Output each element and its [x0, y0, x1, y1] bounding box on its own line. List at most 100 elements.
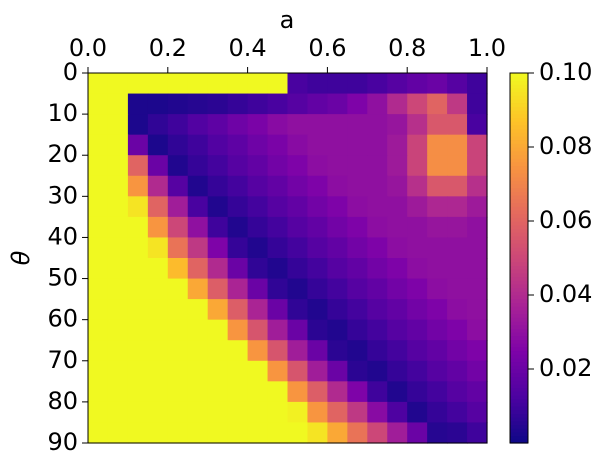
- colorbar-segment: [510, 354, 528, 359]
- heatmap-cell: [267, 73, 289, 95]
- heatmap-cell: [387, 299, 408, 321]
- heatmap-cell: [347, 93, 368, 115]
- colorbar-segment: [510, 124, 528, 130]
- heatmap-cell: [227, 73, 249, 95]
- colorbar-segment: [510, 380, 528, 385]
- heatmap-cell: [187, 381, 209, 403]
- heatmap-cell: [267, 381, 289, 403]
- heatmap-cell: [147, 381, 169, 403]
- heatmap-cell: [167, 155, 189, 177]
- heatmap-cell: [267, 216, 289, 239]
- heatmap-cell: [387, 340, 408, 362]
- heatmap-cell: [207, 381, 229, 403]
- heatmap-cell: [367, 93, 388, 115]
- y-tick-label: 0: [63, 58, 78, 86]
- heatmap-cell: [267, 422, 289, 444]
- heatmap-cell: [307, 134, 328, 156]
- heatmap-cell: [347, 73, 368, 95]
- heatmap-cell: [387, 278, 408, 300]
- heatmap-cell: [127, 155, 149, 177]
- heatmap-cell: [127, 73, 149, 95]
- heatmap-cell: [88, 258, 109, 280]
- heatmap-cell: [387, 134, 408, 156]
- colorbar-segment: [510, 372, 528, 377]
- heatmap-cell: [407, 319, 428, 341]
- heatmap-cell: [187, 93, 209, 115]
- colorbar-segment: [510, 287, 528, 292]
- heatmap-cell: [207, 258, 229, 280]
- heatmap-cell: [387, 196, 408, 218]
- heatmap-cell: [167, 278, 189, 300]
- heatmap-cell: [247, 175, 269, 197]
- heatmap-cell: [127, 93, 149, 115]
- heatmap-cell: [227, 216, 249, 239]
- heatmap-cell: [467, 93, 488, 115]
- heatmap-cell: [287, 237, 309, 259]
- colorbar-segment: [510, 254, 528, 259]
- heatmap-cell: [367, 134, 388, 156]
- heatmap-cell: [127, 422, 149, 444]
- heatmap-cell: [467, 381, 488, 403]
- heatmap-cell: [467, 216, 488, 239]
- heatmap-cell: [447, 360, 468, 382]
- heatmap-cell: [167, 381, 189, 403]
- heatmap-cell: [247, 381, 269, 403]
- heatmap-cell: [127, 319, 149, 341]
- heatmap-cell: [467, 155, 488, 177]
- heatmap-cell: [287, 155, 309, 177]
- heatmap-cell: [327, 114, 348, 136]
- x-tick-label: 0.6: [308, 34, 346, 62]
- heatmap-cell: [427, 299, 448, 321]
- heatmap-cell: [107, 196, 129, 218]
- heatmap-cell: [447, 422, 468, 444]
- heatmap-cell: [387, 93, 408, 115]
- heatmap-cell: [407, 360, 428, 382]
- colorbar-segment: [510, 206, 528, 211]
- heatmap-cell: [167, 175, 189, 197]
- heatmap-cell: [447, 73, 468, 95]
- colorbar-segment: [510, 91, 528, 96]
- heatmap-cell: [287, 134, 309, 156]
- colorbar-segment: [510, 87, 528, 93]
- heatmap-cell: [307, 381, 328, 403]
- heatmap-cell: [107, 175, 129, 197]
- heatmap-cell: [347, 196, 368, 218]
- colorbar-segment: [510, 335, 528, 340]
- heatmap-cell: [407, 196, 428, 218]
- colorbar-segment: [510, 365, 528, 370]
- heatmap-cell: [207, 422, 229, 444]
- colorbar-segment: [510, 435, 528, 440]
- heatmap-cell: [407, 299, 428, 321]
- heatmap-cell: [267, 134, 289, 156]
- heatmap-cell: [327, 360, 348, 382]
- colorbar-segment: [510, 150, 528, 155]
- heatmap-cell: [247, 196, 269, 218]
- heatmap-cell: [167, 114, 189, 136]
- colorbar-segment: [510, 121, 528, 126]
- heatmap-cell: [167, 237, 189, 259]
- x-axis-label: a: [280, 6, 295, 34]
- heatmap-cell: [247, 216, 269, 239]
- heatmap-cell: [187, 134, 209, 156]
- colorbar-segment: [510, 154, 528, 159]
- colorbar-tick-label: 0.10: [539, 58, 592, 86]
- heatmap-cell: [167, 258, 189, 280]
- heatmap-cell: [167, 216, 189, 239]
- heatmap-cell: [427, 93, 448, 115]
- heatmap-cell: [267, 237, 289, 259]
- colorbar-segment: [510, 406, 528, 411]
- heatmap-cell: [167, 401, 189, 424]
- colorbar-tick-label: 0.08: [539, 132, 592, 160]
- heatmap-cell: [307, 237, 328, 259]
- heatmap-cell: [407, 278, 428, 300]
- colorbar-segment: [510, 187, 528, 192]
- colorbar-segment: [510, 191, 528, 196]
- heatmap-cell: [327, 340, 348, 362]
- heatmap-cell: [467, 196, 488, 218]
- heatmap-cell: [307, 278, 328, 300]
- heatmap-cell: [187, 155, 209, 177]
- heatmap-cell: [247, 422, 269, 444]
- colorbar-segment: [510, 313, 528, 318]
- colorbar-segment: [510, 95, 528, 100]
- heatmap-cell: [347, 278, 368, 300]
